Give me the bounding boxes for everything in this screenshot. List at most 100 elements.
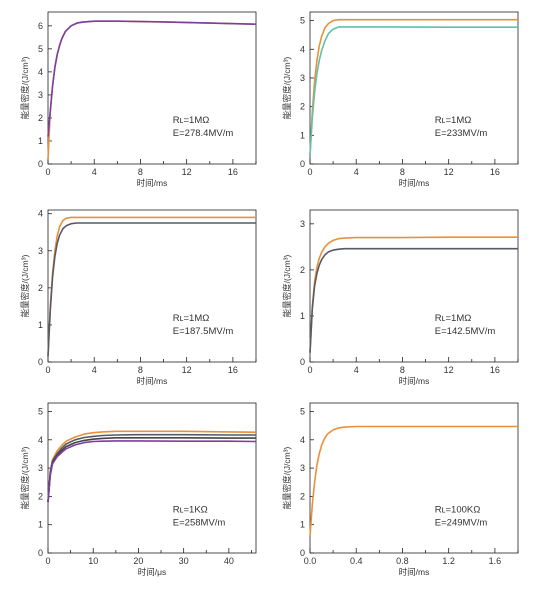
plot-frame: [309, 209, 519, 363]
annotation-text: E=258MV/m: [173, 518, 226, 529]
y-tick-label: 1: [38, 520, 43, 530]
y-tick-label: 0: [300, 548, 305, 558]
plot-frame: [309, 11, 519, 165]
y-axis-label: 能量密度/(J/cm³): [20, 446, 30, 509]
plot-frame: [309, 402, 519, 554]
x-tick-label: 12: [444, 365, 454, 375]
y-tick-label: 6: [38, 21, 43, 31]
y-tick-label: 3: [300, 219, 305, 229]
y-tick-label: 0: [38, 357, 43, 367]
x-tick-label: 0.8: [396, 556, 409, 566]
annotation-text: Rʟ=1KΩ: [173, 505, 208, 516]
annotation-text: Rʟ=1MΩ: [435, 115, 472, 126]
x-axis-label: 时间/ms: [399, 376, 430, 386]
x-tick-label: 4: [92, 365, 97, 375]
series-line-4: [47, 440, 257, 503]
x-tick-label: 1.6: [489, 556, 502, 566]
series-line-2: [47, 433, 256, 503]
y-axis-label: 能量密度/(J/cm³): [282, 56, 292, 119]
series-line-1: [47, 430, 257, 503]
y-axis-label: 能量密度/(J/cm³): [282, 254, 292, 317]
annotation-text: Rʟ=100KΩ: [435, 505, 481, 516]
y-tick-label: 1: [300, 520, 305, 530]
x-tick-label: 0.4: [350, 556, 363, 566]
chart-panel-2: 0 4 8 12 16012345时间/ms能量密度/(J/cm³)Rʟ=1MΩE=23…: [282, 11, 519, 188]
x-tick-label: 4: [354, 365, 359, 375]
x-tick-label: 0: [307, 167, 312, 177]
x-tick-label: 10: [88, 556, 98, 566]
x-tick-label: 16: [228, 167, 238, 177]
plot-frame: [47, 209, 257, 363]
x-tick-label: 12: [182, 365, 192, 375]
y-axis-label: 能量密度/(J/cm³): [282, 446, 292, 509]
chart-panel-3: 0 4 8 12 1601234时间/ms能量密度/(J/cm³)Rʟ=1MΩE=187…: [20, 209, 257, 386]
chart-panel-1: 0 4 8 12 160123456时间/ms能量密度/(J/cm³)Rʟ=1MΩE=2…: [20, 11, 257, 188]
y-tick-label: 1: [38, 320, 43, 330]
x-tick-label: 0: [307, 365, 312, 375]
x-tick-label: 16: [490, 167, 500, 177]
series-line-2: [47, 20, 257, 137]
x-axis-label: 时间/ms: [137, 178, 168, 188]
y-tick-label: 3: [38, 463, 43, 473]
x-tick-label: 0.0: [304, 556, 317, 566]
y-tick-label: 5: [38, 44, 43, 54]
series-line-1: [309, 236, 518, 353]
plot-frame: [47, 11, 257, 165]
y-tick-label: 4: [38, 67, 43, 77]
y-tick-label: 5: [38, 406, 43, 416]
y-tick-label: 0: [38, 548, 43, 558]
x-tick-label: 16: [490, 365, 500, 375]
y-tick-label: 4: [38, 209, 43, 219]
y-tick-label: 2: [300, 102, 305, 112]
x-axis-label: 时间/ms: [137, 376, 168, 386]
series-line-2: [309, 26, 518, 156]
y-axis-label: 能量密度/(J/cm³): [20, 56, 30, 119]
y-tick-label: 3: [300, 463, 305, 473]
series-line-1: [309, 18, 518, 156]
series-line-1: [309, 425, 518, 537]
y-tick-label: 2: [38, 113, 43, 123]
x-tick-label: 40: [224, 556, 234, 566]
x-tick-label: 0: [45, 167, 50, 177]
x-tick-label: 1.2: [442, 556, 455, 566]
annotation-text: E=278.4MV/m: [173, 128, 234, 139]
chart-panel-6: 0.0 0.4 0.8 1.2 1.6 0 1 2 3 4 5 时间/ms 能量密度/(J/cm³) Rʟ…: [282, 402, 519, 577]
y-tick-label: 1: [300, 130, 305, 140]
annotation-text: Rʟ=1MΩ: [173, 313, 210, 324]
y-tick-label: 0: [300, 357, 305, 367]
x-tick-label: 8: [400, 365, 405, 375]
x-axis-label: 时间/μs: [138, 567, 167, 577]
y-tick-label: 3: [300, 73, 305, 83]
annotation-text: Rʟ=1MΩ: [435, 313, 472, 324]
x-tick-label: 30: [179, 556, 189, 566]
y-tick-label: 0: [38, 159, 43, 169]
x-tick-label: 4: [354, 167, 359, 177]
series-line-3: [47, 436, 256, 503]
y-tick-label: 2: [300, 491, 305, 501]
x-tick-label: 12: [182, 167, 192, 177]
annotation-text: E=249MV/m: [435, 518, 488, 529]
y-tick-label: 4: [300, 44, 305, 54]
chart-panel-5: 0 10 20 30 40 0 1 2 3 4 5 时间/μs 能量密度/(J/cm³) Rʟ=1KΩ E=…: [20, 402, 257, 577]
y-tick-label: 1: [38, 136, 43, 146]
series-line-2: [47, 222, 256, 357]
annotation-text: E=187.5MV/m: [173, 326, 234, 337]
x-tick-label: 8: [138, 167, 143, 177]
y-axis-label: 能量密度/(J/cm³): [20, 254, 30, 317]
x-tick-label: 8: [138, 365, 143, 375]
y-tick-label: 5: [300, 406, 305, 416]
y-tick-label: 2: [300, 265, 305, 275]
y-tick-label: 2: [38, 283, 43, 293]
y-tick-label: 0: [300, 159, 305, 169]
series-line-2: [309, 247, 518, 353]
plot-frame: [47, 402, 257, 554]
x-tick-label: 0: [45, 556, 50, 566]
chart-panel-4: 0 4 8 12 160123时间/ms能量密度/(J/cm³)Rʟ=1MΩE=142.…: [282, 209, 519, 386]
y-tick-label: 3: [38, 90, 43, 100]
y-tick-label: 2: [38, 491, 43, 501]
y-tick-label: 5: [300, 16, 305, 26]
annotation-text: E=233MV/m: [435, 128, 488, 139]
x-tick-label: 20: [133, 556, 143, 566]
x-tick-label: 8: [400, 167, 405, 177]
